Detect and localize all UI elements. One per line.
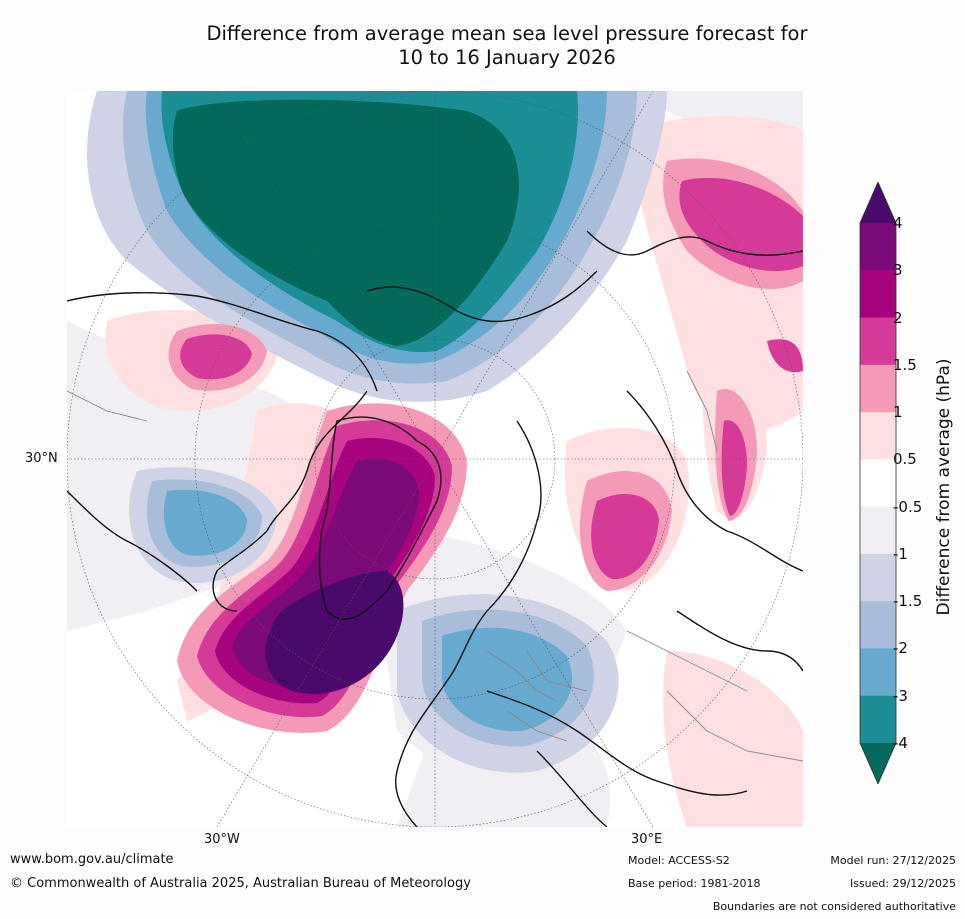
- title-line-1: Difference from average mean sea level p…: [206, 22, 808, 45]
- colorbar-segment: [860, 317, 896, 366]
- colorbar-segment: [860, 223, 896, 271]
- footer-issued: Issued: 29/12/2025: [849, 877, 956, 890]
- colorbar-segment: [860, 506, 896, 555]
- footer-copyright: © Commonwealth of Australia 2025, Austra…: [10, 876, 471, 891]
- colorbar: [859, 182, 897, 784]
- colorbar-segment: [860, 695, 896, 744]
- colorbar-tick-label: -2: [893, 639, 908, 658]
- europe-low-anomaly: [397, 594, 619, 773]
- colorbar-tick-label: -1: [893, 544, 908, 563]
- atlantic-high-anomaly: [177, 403, 467, 733]
- colorbar-tick-label: -4: [893, 734, 908, 752]
- footer-model: Model: ACCESS-S2: [628, 854, 730, 867]
- colorbar-segment: [860, 459, 896, 508]
- country-borders: [67, 370, 803, 762]
- colorbar-segment: [860, 648, 896, 697]
- graticule: [67, 91, 803, 827]
- asia-high-anomaly: [168, 158, 803, 591]
- colorbar-extend-bottom: [860, 743, 896, 784]
- colorbar-segment: [860, 270, 896, 319]
- colorbar-tick-label: 1: [893, 403, 903, 422]
- colorbar-segment: [860, 553, 896, 602]
- colorbar-tick-label: 4: [893, 214, 903, 232]
- footer-website[interactable]: www.bom.gov.au/climate: [10, 852, 174, 867]
- colorbar-tick-label: 0.5: [893, 450, 917, 469]
- lat-label-30n: 30°N: [25, 451, 58, 466]
- colorbar-segment: [860, 412, 896, 460]
- colorbar-extend-top: [860, 182, 896, 223]
- footer-base-period: Base period: 1981-2018: [628, 877, 761, 890]
- footer-model-run: Model run: 27/12/2025: [830, 854, 956, 867]
- colorbar-outline: [859, 182, 897, 784]
- colorbar-tick-label: 1.5: [893, 355, 917, 374]
- title-line-2: 10 to 16 January 2026: [398, 46, 616, 69]
- colorbar-tick-label: -0.5: [893, 497, 923, 516]
- chart-title: Difference from average mean sea level p…: [0, 22, 965, 70]
- colorbar-title: Difference from average (hPa): [934, 358, 954, 616]
- lon-label-30e: 30°E: [631, 832, 663, 847]
- colorbar-segment: [860, 364, 896, 413]
- colorbar-tick-label: 2: [893, 308, 903, 327]
- colorbar-tick-label: 3: [893, 261, 903, 280]
- colorbar-tick-label: -3: [893, 686, 908, 705]
- lon-label-30w: 30°W: [204, 832, 240, 847]
- footer-disclaimer: Boundaries are not considered authoritat…: [712, 900, 956, 913]
- pressure-anomaly-map: [67, 91, 803, 827]
- colorbar-tick-label: -1.5: [893, 592, 923, 611]
- colorbar-segment: [860, 601, 896, 649]
